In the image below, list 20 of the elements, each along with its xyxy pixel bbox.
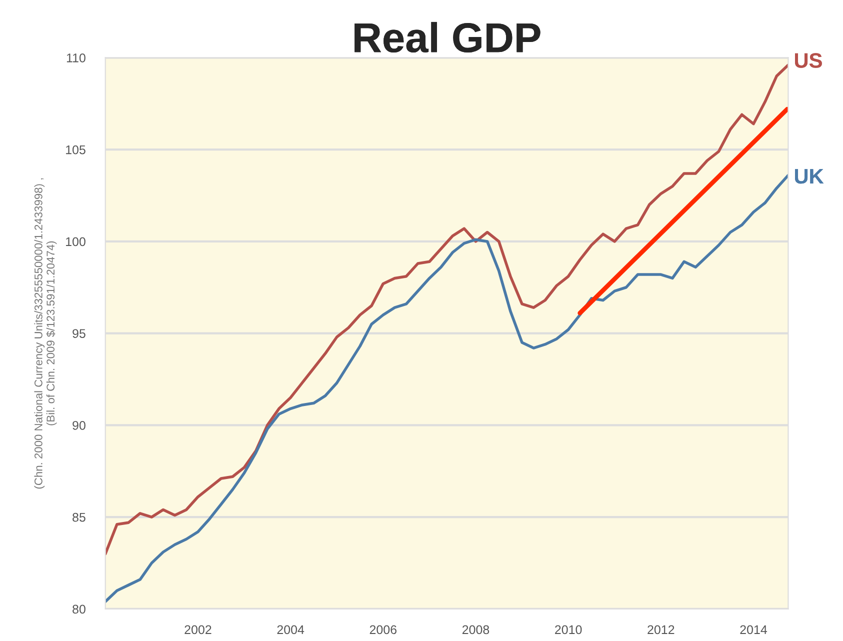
line-series xyxy=(105,64,788,556)
x-tick-label: 2006 xyxy=(370,625,396,634)
y-tick-label: 100 xyxy=(66,237,86,246)
chart-title: Real GDP xyxy=(354,22,540,53)
y-tick-label: 90 xyxy=(72,420,86,430)
x-tick-label: 2004 xyxy=(277,625,304,634)
y-tick-label: 95 xyxy=(72,329,86,338)
y-axis-title: (Chn. 2000 National Currency Units/33255550000/1.2433998) , (Bil. of Chn. 2009 $/123.591/1.20474) xyxy=(34,178,57,489)
series-label: US xyxy=(795,53,822,68)
series-label: UK xyxy=(795,169,824,184)
x-tick-label: 2014 xyxy=(740,625,768,634)
y-tick-label: 85 xyxy=(72,512,86,522)
x-tick-label: 2002 xyxy=(184,625,212,634)
x-tick-label: 2010 xyxy=(555,625,582,634)
y-tick-label: 110 xyxy=(66,53,86,62)
x-tick-label: 2008 xyxy=(462,625,490,634)
y-tick-label: 80 xyxy=(72,604,86,614)
line-series xyxy=(105,174,788,603)
y-tick-label: 105 xyxy=(66,145,86,154)
x-tick-label: 2012 xyxy=(648,625,674,634)
